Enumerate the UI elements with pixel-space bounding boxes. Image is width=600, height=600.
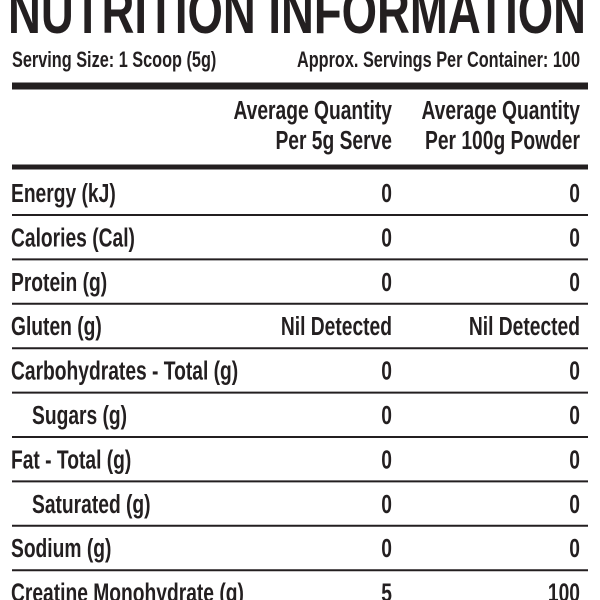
- row-value: Nil Detected: [469, 311, 580, 341]
- row-value: 0: [569, 267, 580, 297]
- row-label: Calories (Cal): [11, 223, 135, 253]
- row-value: 5: [381, 578, 392, 600]
- row-label: Fat - Total (g): [11, 445, 131, 475]
- row-value: 0: [381, 489, 392, 519]
- row-value: 0: [569, 356, 580, 386]
- row-label: Saturated (g): [32, 489, 151, 519]
- row-value: 0: [569, 178, 580, 208]
- row-value: 100: [548, 578, 580, 600]
- row-value: 0: [569, 533, 580, 563]
- row-label: Creatine Monohydrate (g): [11, 578, 244, 600]
- row-value: 0: [381, 400, 392, 430]
- row-value: 0: [569, 445, 580, 475]
- row-value: 0: [381, 356, 392, 386]
- column-header: Average Quantity: [233, 95, 392, 125]
- row-value: 0: [381, 445, 392, 475]
- servings-per-container: Approx. Servings Per Container: 100: [297, 48, 580, 73]
- row-value: 0: [381, 267, 392, 297]
- row-label: Sugars (g): [32, 400, 127, 430]
- title: NUTRITION INFORMATION: [8, 0, 586, 47]
- column-header: Per 5g Serve: [275, 125, 392, 155]
- column-header: Average Quantity: [421, 95, 580, 125]
- row-value: 0: [381, 223, 392, 253]
- row-label: Carbohydrates - Total (g): [11, 356, 238, 386]
- serving-size: Serving Size: 1 Scoop (5g): [12, 48, 216, 73]
- row-label: Gluten (g): [11, 311, 102, 341]
- row-label: Energy (kJ): [11, 178, 116, 208]
- row-label: Protein (g): [11, 267, 107, 297]
- row-value: 0: [381, 178, 392, 208]
- row-value: Nil Detected: [281, 311, 392, 341]
- row-value: 0: [381, 533, 392, 563]
- row-value: 0: [569, 489, 580, 519]
- column-header: Per 100g Powder: [425, 125, 580, 155]
- row-value: 0: [569, 400, 580, 430]
- row-value: 0: [569, 223, 580, 253]
- row-label: Sodium (g): [11, 533, 111, 563]
